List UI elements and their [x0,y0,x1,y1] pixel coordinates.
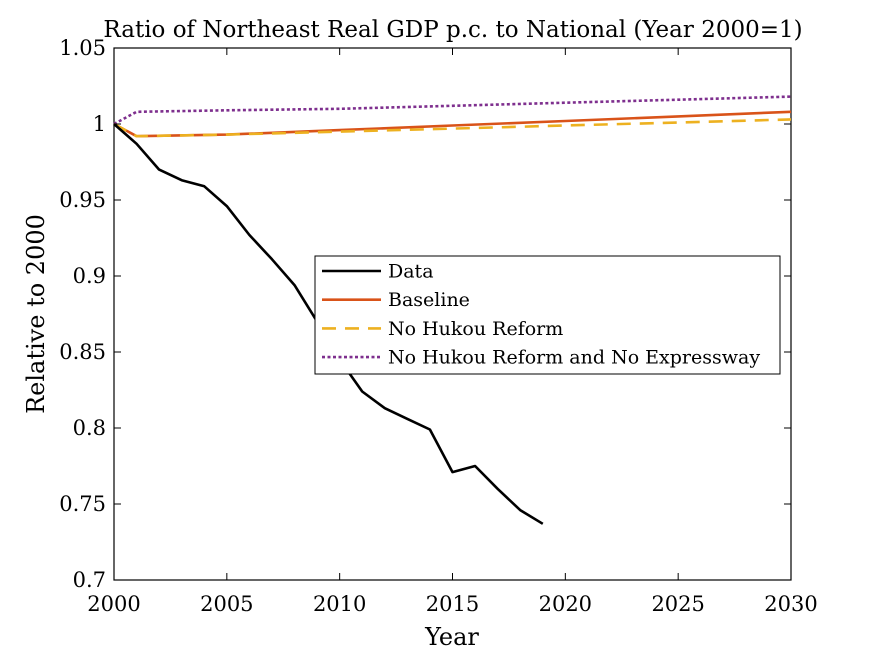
series-line-2 [113,110,792,138]
legend-label-3: No Hukou Reform [388,318,563,340]
y-axis-label: Relative to 2000 [22,214,50,414]
y-tick-label: 1 [93,112,106,136]
x-tick-label: 2015 [426,592,479,616]
y-tick-label: 1.05 [59,36,106,60]
legend: Data Baseline No Hukou Reform No Hukou Refo… [314,255,781,375]
y-tick-label: 0.7 [73,568,106,592]
legend-label-2: Baseline [388,289,470,311]
legend-label-4: No Hukou Reform and No Expressway [388,347,760,369]
x-tick-label: 2025 [651,592,704,616]
x-tick-label: 2020 [539,592,592,616]
y-tick-label: 0.85 [59,340,106,364]
y-tick-label: 0.8 [73,416,106,440]
series-line-3 [113,118,792,138]
chart-title: Ratio of Northeast Real GDP p.c. to Nati… [103,17,802,43]
legend-box [314,255,781,375]
x-tick-label: 2010 [313,592,366,616]
series-line-4 [113,95,792,126]
y-tick-label: 0.9 [73,264,106,288]
x-tick-label: 2030 [764,592,817,616]
ticks-layer: 2000 2005 2010 2015 2020 2025 2030 0.7 0.75 0.8 0.… [59,36,817,616]
y-tick-label: 0.95 [59,188,106,212]
legend-label-1: Data [388,261,434,283]
x-axis-label: Year [424,623,479,651]
x-tick-label: 2000 [87,592,140,616]
x-tick-label: 2005 [200,592,253,616]
y-tick-label: 0.75 [59,492,106,516]
